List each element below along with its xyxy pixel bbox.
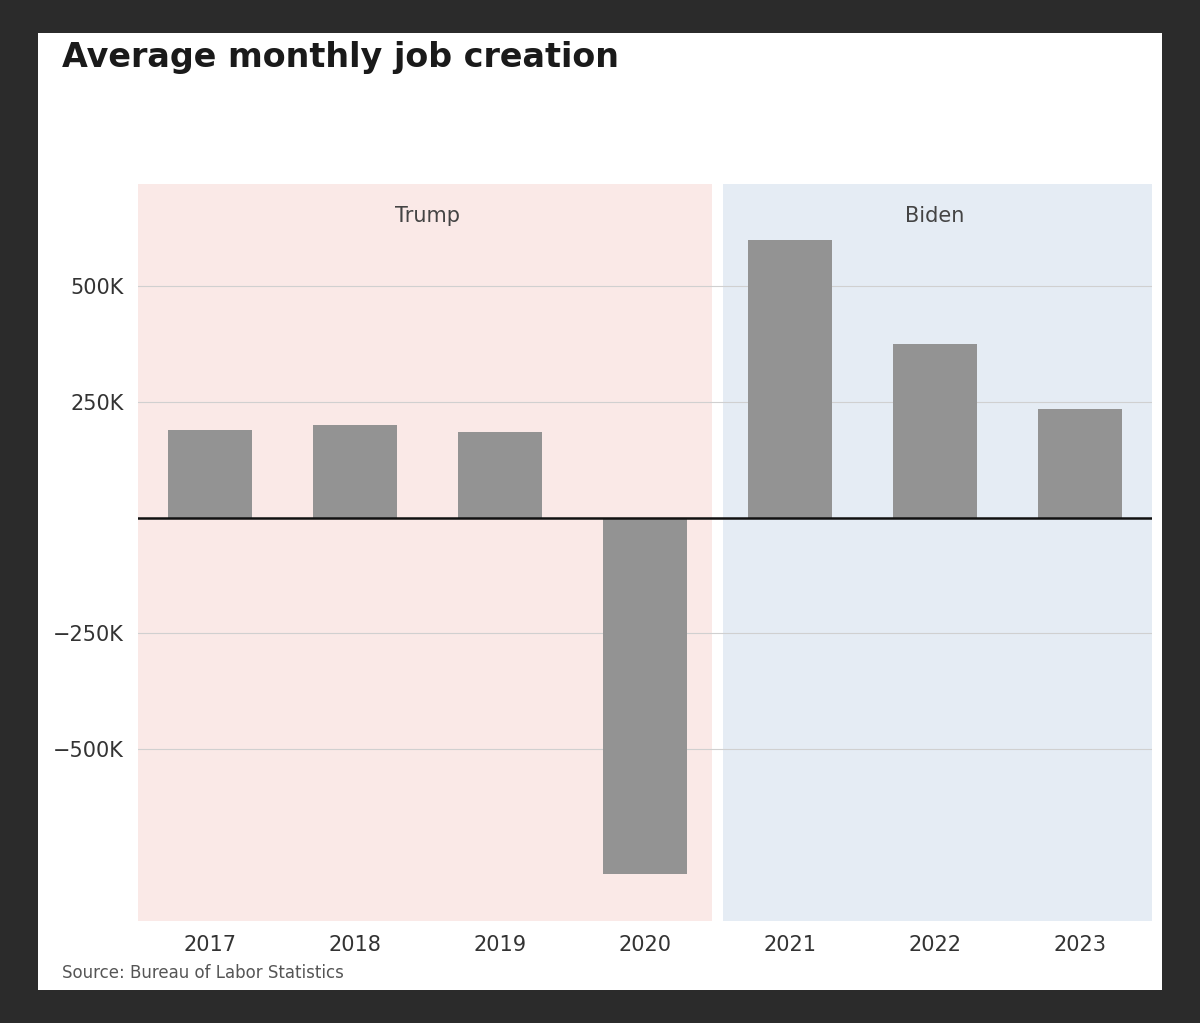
Bar — [313, 425, 397, 518]
Bar — [1038, 409, 1122, 518]
Text: Biden: Biden — [905, 207, 965, 226]
Bar — [458, 432, 542, 518]
Text: Trump: Trump — [395, 207, 461, 226]
Text: Source: Bureau of Labor Statistics: Source: Bureau of Labor Statistics — [62, 964, 344, 982]
Bar — [893, 344, 977, 518]
Text: Average monthly job creation: Average monthly job creation — [62, 41, 619, 74]
Bar — [602, 518, 688, 875]
Bar — [724, 184, 1152, 921]
Bar — [168, 430, 252, 518]
Bar — [138, 184, 712, 921]
Bar — [748, 239, 832, 518]
